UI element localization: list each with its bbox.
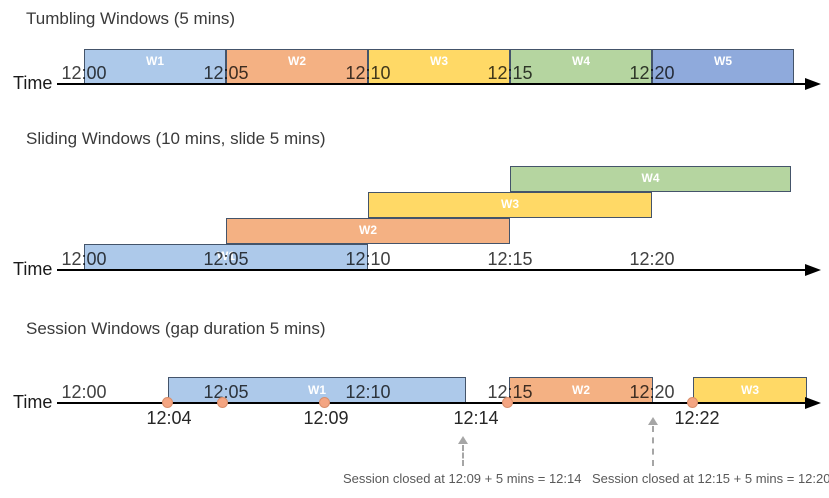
event-dot [162, 397, 173, 408]
window-label: W3 [501, 197, 519, 211]
window-label: W2 [359, 223, 377, 237]
window-label: W2 [288, 54, 306, 68]
session-closed-arrow-icon [648, 417, 658, 425]
axis-arrowhead-icon [805, 397, 821, 409]
window-label: W3 [430, 54, 448, 68]
window-label: W1 [146, 54, 164, 68]
tumbling-time-axis-label: Time [13, 73, 53, 93]
tick-label: 12:10 [345, 249, 391, 269]
window-label: W4 [641, 171, 660, 185]
tick-label: 12:10 [345, 63, 391, 83]
tick-label: 12:15 [487, 63, 533, 83]
event-time-label: 12:14 [453, 408, 499, 428]
tick-label: 12:05 [203, 382, 249, 402]
tick-label: 12:15 [487, 249, 533, 269]
event-time-label: 12:22 [674, 408, 720, 428]
session-closed-annotation-2: Session closed at 12:15 + 5 mins = 12:20 [592, 471, 829, 486]
session-window-w3 [693, 377, 807, 403]
window-label: W1 [308, 383, 326, 397]
window-label: W5 [714, 54, 732, 68]
session-window-w2 [509, 377, 653, 403]
sliding-time-axis-label: Time [13, 259, 53, 279]
tick-label: 12:10 [345, 382, 391, 402]
tick-label: 12:20 [629, 382, 675, 402]
event-dot [502, 397, 513, 408]
window-label: W4 [572, 54, 590, 68]
sliding-time-axis [57, 269, 807, 271]
sliding-window-w4 [510, 166, 791, 192]
session-time-axis [57, 402, 807, 404]
tumbling-window-w2 [226, 49, 368, 84]
event-time-label: 12:04 [146, 408, 192, 428]
axis-arrowhead-icon [805, 264, 821, 276]
tick-label: 12:00 [61, 382, 107, 402]
session-closed-arrow-icon [458, 436, 468, 444]
event-dot [319, 397, 330, 408]
session-closed-arrow-line [462, 445, 464, 466]
tumbling-window-w1 [84, 49, 226, 84]
sliding-window-w3 [368, 192, 652, 218]
event-time-label: 12:09 [303, 408, 349, 428]
session-time-axis-label: Time [13, 392, 53, 412]
tick-label: 12:20 [629, 249, 675, 269]
session-closed-arrow-line [652, 426, 654, 466]
window-label: W2 [572, 383, 590, 397]
tumbling-time-axis [57, 83, 807, 85]
window-label: W3 [741, 383, 759, 397]
event-dot [687, 397, 698, 408]
event-dot [217, 397, 228, 408]
sliding-window-w2 [226, 218, 510, 244]
tumbling-title: Tumbling Windows (5 mins) [26, 9, 236, 28]
session-closed-annotation-1: Session closed at 12:09 + 5 mins = 12:14 [343, 471, 582, 486]
axis-arrowhead-icon [805, 78, 821, 90]
tick-label: 12:20 [629, 63, 675, 83]
tick-label: 12:05 [203, 63, 249, 83]
tumbling-window-w3 [368, 49, 510, 84]
tick-label: 12:15 [487, 382, 533, 402]
tick-label: 12:00 [61, 249, 107, 269]
tick-label: 12:05 [203, 249, 249, 269]
window-label: W1 [217, 249, 235, 263]
sliding-title: Sliding Windows (10 mins, slide 5 mins) [26, 129, 326, 148]
tick-label: 12:00 [61, 63, 107, 83]
session-title: Session Windows (gap duration 5 mins) [26, 319, 326, 338]
